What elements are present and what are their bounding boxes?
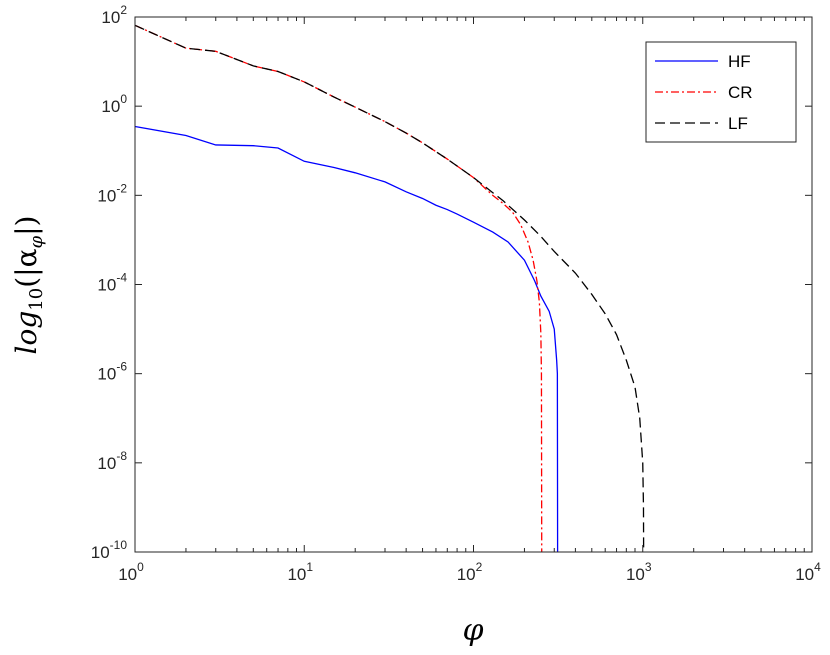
x-tick-label: 103 [626, 560, 652, 584]
y-tick-exp: 2 [120, 3, 127, 17]
legend: HF CR LF [645, 41, 797, 143]
y-tick-label: 10-8 [97, 449, 127, 473]
y-tick-exp: -8 [116, 449, 127, 463]
x-tick-label: 100 [118, 560, 144, 584]
y-tick-exp: -2 [116, 181, 127, 195]
x-tick-label: 101 [287, 560, 313, 584]
y-axis-label-main: log [10, 311, 43, 355]
legend-label-hf: HF [728, 52, 751, 71]
y-tick-base: 10 [101, 8, 120, 27]
x-tick-base: 10 [626, 565, 645, 584]
y-tick-base: 10 [97, 186, 116, 205]
y-tick-base: 10 [97, 276, 116, 295]
series-line-lf [134, 24, 645, 553]
series-layer [134, 24, 645, 553]
y-tick-label: 10-2 [97, 181, 127, 205]
x-tick-exp: 2 [476, 560, 483, 574]
y-tick-base: 10 [97, 454, 116, 473]
x-tick-label: 102 [457, 560, 483, 584]
legend-label-cr: CR [728, 83, 753, 102]
x-tick-exp: 0 [137, 560, 144, 574]
y-tick-exp: -10 [110, 538, 128, 552]
x-tick-exp: 1 [306, 560, 313, 574]
x-tick-base: 10 [287, 565, 306, 584]
y-tick-label: 10-10 [91, 538, 128, 562]
y-axis-label: log10(|αφ|) [10, 216, 47, 355]
y-tick-label: 10-4 [97, 271, 127, 295]
legend-label-lf: LF [728, 114, 748, 133]
y-tick-base: 10 [91, 543, 110, 562]
y-tick-label: 100 [101, 92, 127, 116]
legend-box [645, 41, 797, 143]
y-axis-label-paren-close: |) [10, 216, 43, 236]
x-tick-exp: 4 [814, 560, 821, 574]
series-line-cr [134, 24, 543, 553]
y-tick-label: 102 [101, 3, 127, 27]
y-tick-base: 10 [101, 97, 120, 116]
plot-frame [134, 16, 813, 553]
y-tick-base: 10 [97, 365, 116, 384]
y-tick-exp: -6 [116, 360, 127, 374]
y-axis-label-sub2: φ [26, 236, 47, 249]
y-tick-exp: 0 [120, 92, 127, 106]
x-tick-label: 104 [795, 560, 821, 584]
y-tick-exp: -4 [116, 271, 127, 285]
y-axis-label-paren-open: (|α [10, 248, 43, 287]
x-tick-exp: 3 [645, 560, 652, 574]
x-tick-base: 10 [118, 565, 137, 584]
x-axis-label: φ [462, 613, 483, 648]
x-tick-base: 10 [795, 565, 814, 584]
y-tick-label: 10-6 [97, 360, 127, 384]
y-axis-label-sub: 10 [26, 288, 47, 311]
x-tick-base: 10 [457, 565, 476, 584]
series-line-hf [134, 125, 559, 553]
